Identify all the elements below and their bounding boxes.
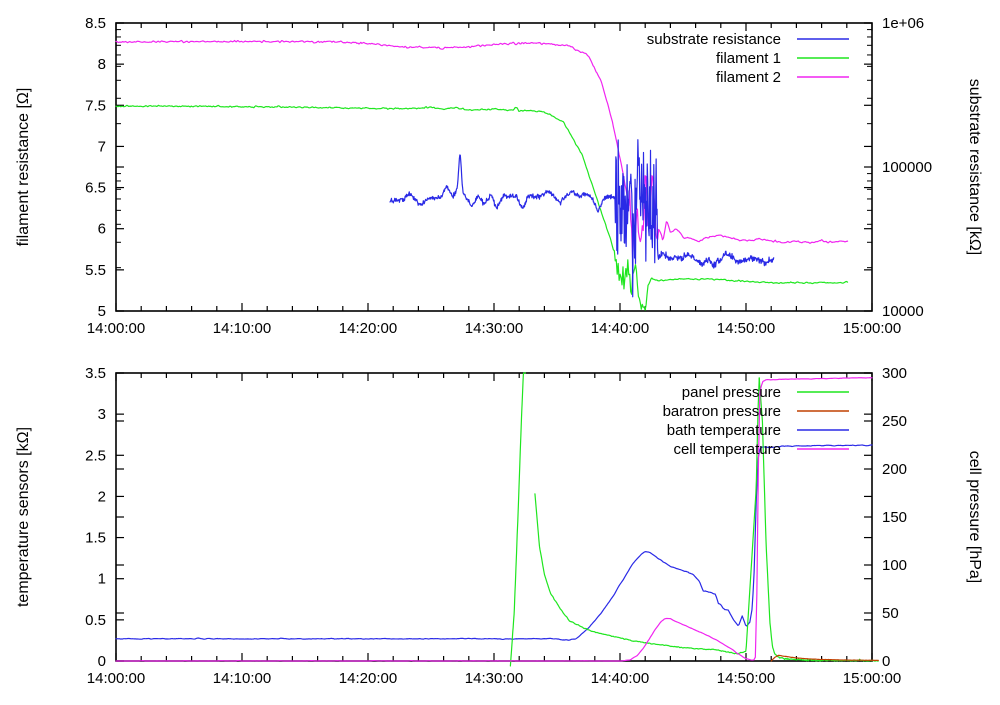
svg-text:6: 6 [98, 221, 106, 238]
svg-text:2.5: 2.5 [85, 447, 106, 464]
svg-text:0: 0 [882, 653, 890, 670]
svg-text:100000: 100000 [882, 159, 932, 176]
svg-text:5.5: 5.5 [85, 262, 106, 279]
svg-text:14:30:00: 14:30:00 [465, 320, 523, 337]
svg-text:cell pressure [hPa]: cell pressure [hPa] [966, 451, 983, 584]
svg-text:6.5: 6.5 [85, 180, 106, 197]
svg-text:bath temperature: bath temperature [667, 422, 781, 439]
svg-text:50: 50 [882, 605, 899, 622]
svg-text:7.5: 7.5 [85, 97, 106, 114]
svg-text:7: 7 [98, 138, 106, 155]
svg-text:5: 5 [98, 303, 106, 320]
svg-text:14:30:00: 14:30:00 [465, 670, 523, 687]
svg-text:baratron pressure: baratron pressure [663, 403, 781, 420]
svg-text:filament resistance [Ω]: filament resistance [Ω] [15, 88, 32, 247]
svg-text:250: 250 [882, 413, 907, 430]
svg-text:cell temperature: cell temperature [673, 441, 781, 458]
svg-text:substrate resistance: substrate resistance [647, 31, 781, 48]
svg-text:panel pressure: panel pressure [682, 384, 781, 401]
svg-text:1e+06: 1e+06 [882, 15, 924, 32]
svg-text:14:00:00: 14:00:00 [87, 320, 145, 337]
svg-text:1.5: 1.5 [85, 530, 106, 547]
svg-text:300: 300 [882, 365, 907, 382]
svg-text:14:40:00: 14:40:00 [591, 320, 649, 337]
svg-text:1: 1 [98, 571, 106, 588]
svg-text:8: 8 [98, 56, 106, 73]
svg-text:3: 3 [98, 406, 106, 423]
svg-text:3.5: 3.5 [85, 365, 106, 382]
svg-text:10000: 10000 [882, 303, 924, 320]
svg-text:14:20:00: 14:20:00 [339, 670, 397, 687]
svg-text:0: 0 [98, 653, 106, 670]
svg-text:substrate resistance [kΩ]: substrate resistance [kΩ] [966, 79, 983, 255]
svg-text:temperature sensors [kΩ]: temperature sensors [kΩ] [15, 427, 32, 607]
svg-text:14:50:00: 14:50:00 [717, 320, 775, 337]
svg-text:150: 150 [882, 509, 907, 526]
svg-text:14:40:00: 14:40:00 [591, 670, 649, 687]
svg-text:8.5: 8.5 [85, 15, 106, 32]
svg-text:14:00:00: 14:00:00 [87, 670, 145, 687]
svg-text:14:10:00: 14:10:00 [213, 670, 271, 687]
svg-text:14:20:00: 14:20:00 [339, 320, 397, 337]
svg-text:100: 100 [882, 557, 907, 574]
svg-text:15:00:00: 15:00:00 [843, 320, 901, 337]
svg-text:200: 200 [882, 461, 907, 478]
svg-text:filament 2: filament 2 [716, 69, 781, 86]
svg-text:0.5: 0.5 [85, 612, 106, 629]
svg-text:2: 2 [98, 488, 106, 505]
svg-text:filament 1: filament 1 [716, 50, 781, 67]
svg-text:14:10:00: 14:10:00 [213, 320, 271, 337]
svg-text:15:00:00: 15:00:00 [843, 670, 901, 687]
svg-text:14:50:00: 14:50:00 [717, 670, 775, 687]
